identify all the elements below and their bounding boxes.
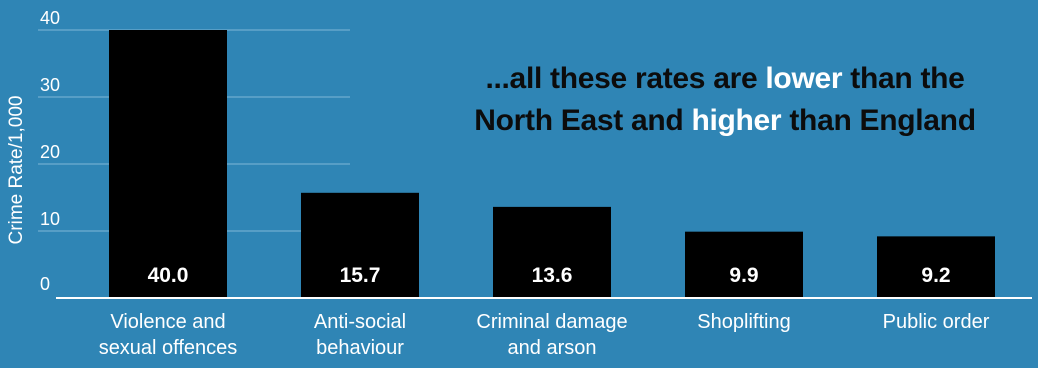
x-category-label: sexual offences xyxy=(99,337,238,359)
bar xyxy=(301,192,419,298)
annotation-line-2-suffix: than England xyxy=(781,104,976,137)
annotation-line-1-suffix: than the xyxy=(842,62,965,95)
annotation-line-1: ...all these rates are lower than the xyxy=(420,58,1030,100)
bar xyxy=(493,206,611,298)
bar xyxy=(877,236,995,298)
bar-value-label: 9.2 xyxy=(921,264,950,287)
x-category-label: Public order xyxy=(883,311,990,333)
y-tick-label: 10 xyxy=(40,209,60,229)
chart-annotation: ...all these rates are lower than the No… xyxy=(420,58,1030,142)
x-category-label: Violence and xyxy=(110,311,225,333)
x-category-label: Criminal damage xyxy=(476,311,627,333)
x-category-label: Anti-social xyxy=(314,311,406,333)
y-tick-label: 20 xyxy=(40,142,60,162)
bar-value-label: 40.0 xyxy=(148,264,189,287)
annotation-line-1-prefix: ...all these rates are xyxy=(485,62,766,95)
y-tick-label: 40 xyxy=(40,8,60,28)
bar-value-label: 9.9 xyxy=(729,264,758,287)
y-axis-title: Crime Rate/1,000 xyxy=(6,96,27,245)
bar-value-label: 13.6 xyxy=(532,264,573,287)
bar-value-label: 15.7 xyxy=(340,264,381,287)
x-category-label: and arson xyxy=(508,337,597,359)
x-category-label: Shoplifting xyxy=(697,311,790,333)
y-tick-label: 30 xyxy=(40,75,60,95)
bar xyxy=(109,30,227,298)
x-category-label: behaviour xyxy=(316,337,404,359)
annotation-line-2-prefix: North East and xyxy=(474,104,692,137)
y-tick-label: 0 xyxy=(40,274,50,294)
annotation-highlight-higher: higher xyxy=(691,104,782,137)
annotation-highlight-lower: lower xyxy=(765,62,843,95)
bar xyxy=(685,231,803,298)
annotation-line-2: North East and higher than England xyxy=(420,100,1030,142)
